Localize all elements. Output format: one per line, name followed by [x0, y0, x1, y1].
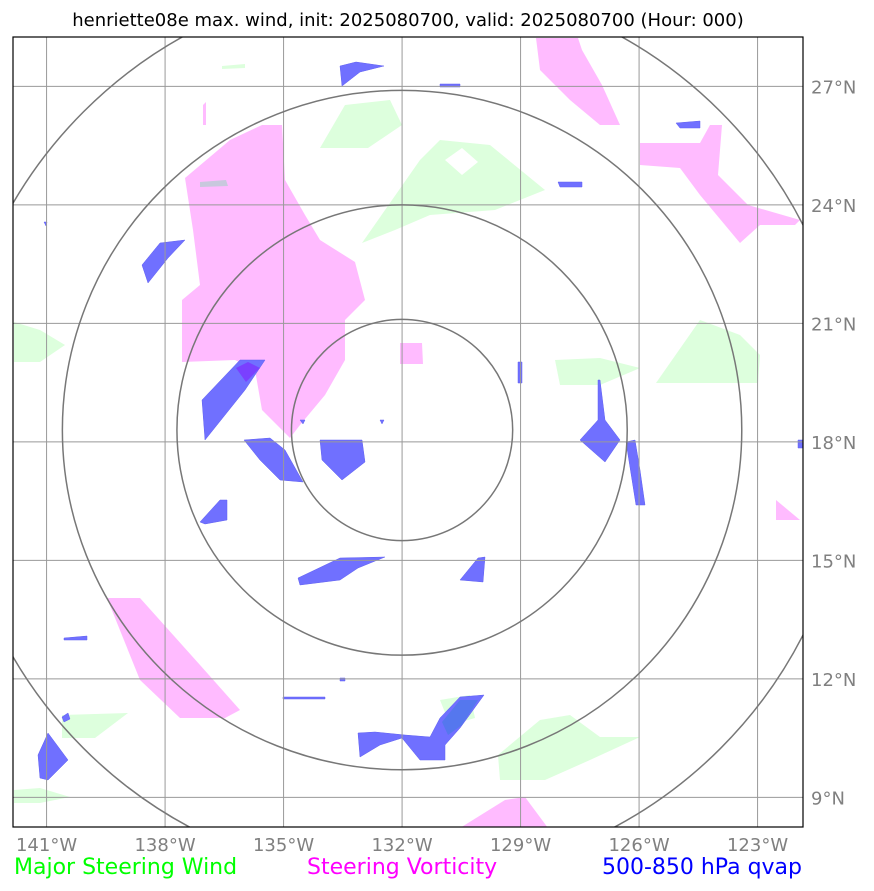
qvap-area [625, 439, 646, 506]
qvap-area [37, 732, 69, 781]
steering-vorticity-area [536, 38, 620, 125]
overlap-area [200, 180, 228, 187]
steering-wind-area [445, 148, 478, 175]
qvap-area [319, 439, 366, 481]
range-ring [290, 318, 514, 542]
steering-wind-area [362, 140, 545, 243]
y-tick-label: 9°N [811, 788, 845, 809]
qvap-area [299, 419, 306, 425]
steering-vorticity-layer [107, 38, 800, 827]
steering-vorticity-area [203, 102, 206, 125]
y-tick-label: 15°N [811, 551, 856, 572]
range-ring [176, 204, 628, 656]
qvap-area [459, 556, 486, 583]
qvap-area [141, 239, 186, 284]
x-tick-label: 123°W [727, 835, 788, 856]
steering-wind-area [14, 788, 70, 803]
qvap-area [675, 120, 701, 129]
qvap-area [282, 696, 326, 700]
legend-item-steering-vorticity: Steering Vorticity [307, 855, 497, 880]
qvap-area [339, 61, 385, 87]
x-axis-ticks: 141°W 138°W 135°W 132°W 129°W 126°W 123°W [16, 835, 788, 856]
qvap-area [579, 379, 621, 463]
steering-wind-area [498, 715, 640, 780]
x-tick-label: 138°W [134, 835, 195, 856]
overlap-area [236, 362, 260, 382]
steering-wind-area [14, 322, 65, 362]
y-tick-label: 21°N [811, 314, 856, 335]
qvap-area [63, 635, 88, 641]
qvap-area [557, 181, 583, 188]
qvap-area [61, 712, 71, 723]
steering-vorticity-area [640, 125, 800, 243]
steering-wind-area [656, 320, 760, 383]
steering-vorticity-area [107, 598, 240, 718]
range-ring [61, 89, 743, 771]
qvap-area [797, 439, 803, 449]
qvap-area [199, 499, 228, 525]
steering-wind-area [62, 713, 128, 738]
qvap-area [517, 361, 523, 384]
x-tick-label: 129°W [490, 835, 551, 856]
steering-vorticity-area [776, 500, 800, 520]
graticule [13, 37, 803, 827]
chart-title: henriette08e max. wind, init: 2025080700… [72, 10, 744, 31]
x-tick-label: 132°W [371, 835, 432, 856]
y-tick-label: 18°N [811, 433, 856, 454]
x-tick-label: 135°W [253, 835, 314, 856]
steering-wind-layer [14, 64, 760, 803]
overlap-area [442, 700, 478, 735]
qvap-area [379, 419, 385, 425]
y-tick-label: 12°N [811, 670, 856, 691]
legend-item-steering-wind: Major Steering Wind [14, 855, 237, 880]
plot-area [12, 36, 804, 828]
range-rings [13, 37, 803, 827]
qvap-area [201, 359, 266, 441]
legend-item-qvap: 500-850 hPa qvap [602, 855, 802, 880]
y-axis-ticks: 27°N 24°N 21°N 18°N 15°N 12°N 9°N [811, 77, 856, 809]
qvap-area [297, 556, 386, 586]
x-tick-label: 126°W [608, 835, 669, 856]
steering-wind-area [320, 100, 402, 148]
y-tick-label: 24°N [811, 196, 856, 217]
steering-vorticity-area [182, 125, 365, 438]
qvap-area [243, 437, 304, 483]
steering-vorticity-area [400, 343, 423, 364]
y-tick-label: 27°N [811, 77, 856, 98]
plot-frame [12, 36, 804, 828]
steering-wind-area [222, 64, 245, 69]
legend: Major Steering Wind Steering Vorticity 5… [14, 855, 802, 880]
x-tick-label: 141°W [16, 835, 77, 856]
steering-vorticity-area [461, 797, 548, 827]
steering-wind-area [555, 358, 640, 385]
